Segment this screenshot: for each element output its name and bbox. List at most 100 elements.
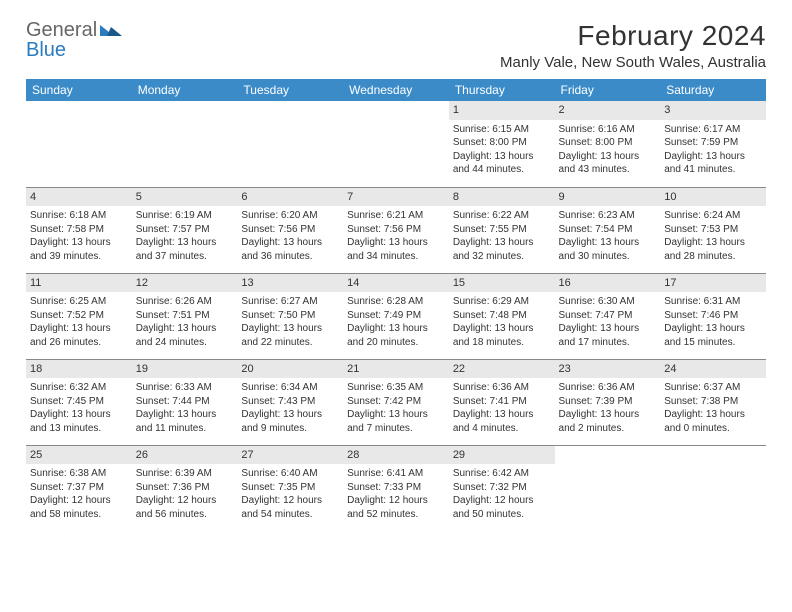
- sunrise-text: Sunrise: 6:36 AM: [559, 381, 657, 395]
- brand-part1: General: [26, 20, 97, 40]
- daylight-text: Daylight: 13 hours and 32 minutes.: [453, 236, 551, 263]
- day-number: 5: [132, 188, 238, 207]
- daylight-text: Daylight: 13 hours and 41 minutes.: [664, 150, 762, 177]
- calendar-day: 16Sunrise: 6:30 AMSunset: 7:47 PMDayligh…: [555, 273, 661, 359]
- daylight-text: Daylight: 12 hours and 52 minutes.: [347, 494, 445, 521]
- calendar-day: 8Sunrise: 6:22 AMSunset: 7:55 PMDaylight…: [449, 187, 555, 273]
- sunset-text: Sunset: 7:59 PM: [664, 136, 762, 150]
- sunrise-text: Sunrise: 6:17 AM: [664, 123, 762, 137]
- calendar-day: 19Sunrise: 6:33 AMSunset: 7:44 PMDayligh…: [132, 359, 238, 445]
- day-number: 25: [26, 446, 132, 465]
- day-number: 7: [343, 188, 449, 207]
- brand-logo: GeneralBlue: [26, 20, 122, 60]
- daylight-text: Daylight: 13 hours and 7 minutes.: [347, 408, 445, 435]
- sunrise-text: Sunrise: 6:29 AM: [453, 295, 551, 309]
- day-number: 28: [343, 446, 449, 465]
- sunrise-text: Sunrise: 6:21 AM: [347, 209, 445, 223]
- sunrise-text: Sunrise: 6:20 AM: [241, 209, 339, 223]
- sunrise-text: Sunrise: 6:16 AM: [559, 123, 657, 137]
- calendar-week: 1Sunrise: 6:15 AMSunset: 8:00 PMDaylight…: [26, 101, 766, 187]
- sunset-text: Sunset: 7:56 PM: [347, 223, 445, 237]
- day-number: 11: [26, 274, 132, 293]
- calendar-day: 25Sunrise: 6:38 AMSunset: 7:37 PMDayligh…: [26, 445, 132, 531]
- sunset-text: Sunset: 7:50 PM: [241, 309, 339, 323]
- sunrise-text: Sunrise: 6:28 AM: [347, 295, 445, 309]
- sunrise-text: Sunrise: 6:38 AM: [30, 467, 128, 481]
- daylight-text: Daylight: 13 hours and 26 minutes.: [30, 322, 128, 349]
- calendar-day: [555, 445, 661, 531]
- day-header: Friday: [555, 79, 661, 101]
- daylight-text: Daylight: 13 hours and 37 minutes.: [136, 236, 234, 263]
- sunset-text: Sunset: 7:41 PM: [453, 395, 551, 409]
- calendar-day: 2Sunrise: 6:16 AMSunset: 8:00 PMDaylight…: [555, 101, 661, 187]
- daylight-text: Daylight: 12 hours and 58 minutes.: [30, 494, 128, 521]
- calendar-day: 10Sunrise: 6:24 AMSunset: 7:53 PMDayligh…: [660, 187, 766, 273]
- sunrise-text: Sunrise: 6:41 AM: [347, 467, 445, 481]
- sunset-text: Sunset: 7:53 PM: [664, 223, 762, 237]
- calendar-week: 11Sunrise: 6:25 AMSunset: 7:52 PMDayligh…: [26, 273, 766, 359]
- daylight-text: Daylight: 12 hours and 54 minutes.: [241, 494, 339, 521]
- sunrise-text: Sunrise: 6:26 AM: [136, 295, 234, 309]
- day-number: 13: [237, 274, 343, 293]
- calendar-day: 7 Sunrise: 6:21 AMSunset: 7:56 PMDaylight…: [343, 187, 449, 273]
- sunset-text: Sunset: 7:58 PM: [30, 223, 128, 237]
- calendar-day: 11Sunrise: 6:25 AMSunset: 7:52 PMDayligh…: [26, 273, 132, 359]
- day-number: 19: [132, 360, 238, 379]
- sunrise-text: Sunrise: 6:35 AM: [347, 381, 445, 395]
- day-header: Monday: [132, 79, 238, 101]
- daylight-text: Daylight: 13 hours and 28 minutes.: [664, 236, 762, 263]
- calendar-day: [237, 101, 343, 187]
- sunset-text: Sunset: 7:49 PM: [347, 309, 445, 323]
- calendar-day: 22Sunrise: 6:36 AMSunset: 7:41 PMDayligh…: [449, 359, 555, 445]
- calendar-day: 4Sunrise: 6:18 AMSunset: 7:58 PMDaylight…: [26, 187, 132, 273]
- sunset-text: Sunset: 8:00 PM: [559, 136, 657, 150]
- daylight-text: Daylight: 13 hours and 30 minutes.: [559, 236, 657, 263]
- day-number: 9: [555, 188, 661, 207]
- calendar-head: SundayMondayTuesdayWednesdayThursdayFrid…: [26, 79, 766, 101]
- sunrise-text: Sunrise: 6:39 AM: [136, 467, 234, 481]
- sunset-text: Sunset: 7:56 PM: [241, 223, 339, 237]
- sunset-text: Sunset: 7:51 PM: [136, 309, 234, 323]
- calendar-day: 20Sunrise: 6:34 AMSunset: 7:43 PMDayligh…: [237, 359, 343, 445]
- sunrise-text: Sunrise: 6:19 AM: [136, 209, 234, 223]
- day-number: 4: [26, 188, 132, 207]
- sunset-text: Sunset: 7:54 PM: [559, 223, 657, 237]
- sunrise-text: Sunrise: 6:27 AM: [241, 295, 339, 309]
- sunset-text: Sunset: 7:44 PM: [136, 395, 234, 409]
- calendar-day: 21Sunrise: 6:35 AMSunset: 7:42 PMDayligh…: [343, 359, 449, 445]
- calendar-day: 14Sunrise: 6:28 AMSunset: 7:49 PMDayligh…: [343, 273, 449, 359]
- calendar-day: 9 Sunrise: 6:23 AMSunset: 7:54 PMDaylight…: [555, 187, 661, 273]
- sunrise-text: Sunrise: 6:30 AM: [559, 295, 657, 309]
- sunset-text: Sunset: 7:38 PM: [664, 395, 762, 409]
- day-number: 23: [555, 360, 661, 379]
- calendar-day: 29Sunrise: 6:42 AMSunset: 7:32 PMDayligh…: [449, 445, 555, 531]
- daylight-text: Daylight: 13 hours and 11 minutes.: [136, 408, 234, 435]
- daylight-text: Daylight: 13 hours and 34 minutes.: [347, 236, 445, 263]
- calendar-day: [343, 101, 449, 187]
- sunset-text: Sunset: 7:45 PM: [30, 395, 128, 409]
- day-number: 16: [555, 274, 661, 293]
- day-header: Thursday: [449, 79, 555, 101]
- calendar-day: 18Sunrise: 6:32 AMSunset: 7:45 PMDayligh…: [26, 359, 132, 445]
- day-number: 27: [237, 446, 343, 465]
- sunrise-text: Sunrise: 6:36 AM: [453, 381, 551, 395]
- sunrise-text: Sunrise: 6:22 AM: [453, 209, 551, 223]
- calendar-day: 6 Sunrise: 6:20 AMSunset: 7:56 PMDaylight…: [237, 187, 343, 273]
- location-subtitle: Manly Vale, New South Wales, Australia: [500, 54, 766, 71]
- calendar-week: 18Sunrise: 6:32 AMSunset: 7:45 PMDayligh…: [26, 359, 766, 445]
- day-number: 6: [237, 188, 343, 207]
- sunrise-text: Sunrise: 6:23 AM: [559, 209, 657, 223]
- sunset-text: Sunset: 7:35 PM: [241, 481, 339, 495]
- title-block: February 2024 Manly Vale, New South Wale…: [500, 20, 766, 71]
- sunset-text: Sunset: 7:52 PM: [30, 309, 128, 323]
- day-number: 15: [449, 274, 555, 293]
- daylight-text: Daylight: 13 hours and 36 minutes.: [241, 236, 339, 263]
- day-number: 29: [449, 446, 555, 465]
- sunrise-text: Sunrise: 6:40 AM: [241, 467, 339, 481]
- calendar-day: 13Sunrise: 6:27 AMSunset: 7:50 PMDayligh…: [237, 273, 343, 359]
- sunset-text: Sunset: 7:47 PM: [559, 309, 657, 323]
- calendar-week: 25Sunrise: 6:38 AMSunset: 7:37 PMDayligh…: [26, 445, 766, 531]
- header: GeneralBlue February 2024 Manly Vale, Ne…: [26, 20, 766, 71]
- calendar-day: 28Sunrise: 6:41 AMSunset: 7:33 PMDayligh…: [343, 445, 449, 531]
- calendar-day: [26, 101, 132, 187]
